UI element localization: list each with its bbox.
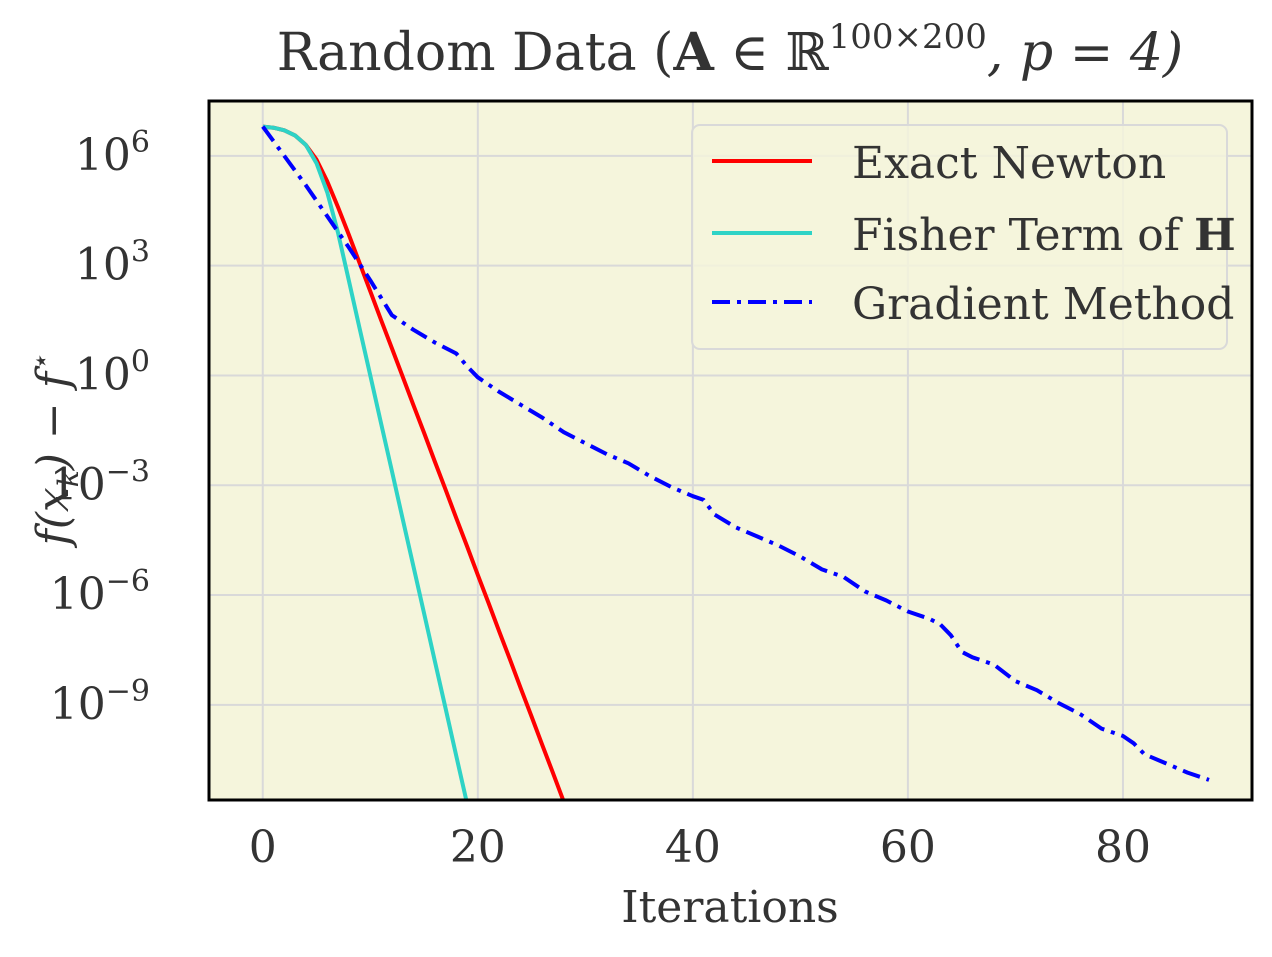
x-tick-label: 0 [249,822,277,873]
y-axis-label: f(xk) − f⋆ [24,354,85,548]
legend-label-exact-newton: Exact Newton [852,138,1166,189]
legend-label-fisher-term: Fisher Term of H [852,210,1236,261]
y-tick-label: 106 [75,125,150,181]
legend-label-gradient-method: Gradient Method [852,279,1234,330]
x-tick-label: 60 [880,822,936,873]
y-tick-label: 10−3 [50,454,150,510]
x-tick-label: 40 [665,822,721,873]
y-tick-label: 100 [75,344,150,400]
x-tick-labels: 0 20 40 60 80 [249,822,1151,873]
series-line-gradient-method [261,125,1210,782]
x-tick-label: 80 [1095,822,1151,873]
chart-title: Random Data (A ∈ ℝ100×200, p = 4) [277,17,1183,83]
series-lines [261,124,1210,800]
legend: Exact Newton Fisher Term of H Gradient M… [691,124,1236,350]
y-tick-label: 103 [75,235,150,291]
y-tick-label: 10−9 [50,674,150,730]
y-tick-label: 10−6 [50,564,150,620]
x-tick-label: 20 [450,822,506,873]
y-tick-labels: 106 103 100 10−3 10−6 10−9 [50,125,150,730]
plot-frame [207,99,1254,802]
legend-box [691,124,1228,350]
series-line-fisher-term-of-h [262,124,469,800]
x-axis-label: Iterations [621,882,839,933]
